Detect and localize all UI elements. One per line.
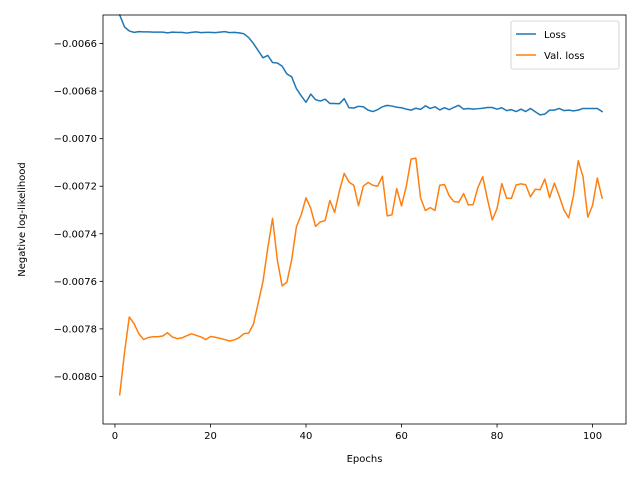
x-tick-label: 60 — [395, 431, 408, 442]
y-axis: −0.0080 −0.0078 −0.0076 −0.0074 −0.0072 −0.00… — [54, 39, 103, 383]
y-tick-label: −0.0070 — [54, 134, 97, 145]
series-line-loss — [118, 14, 604, 116]
x-tick-label: 80 — [491, 431, 504, 442]
y-tick-label: −0.0066 — [54, 39, 97, 50]
y-tick-label: −0.0068 — [54, 87, 97, 98]
y-tick-label: −0.0072 — [54, 182, 97, 193]
x-axis-title: Epochs — [347, 454, 383, 465]
plot-frame — [102, 14, 627, 425]
legend-box — [510, 20, 620, 70]
legend: Loss Val. loss — [510, 20, 620, 70]
plot-area — [103, 15, 626, 424]
y-tick-label: −0.0074 — [54, 229, 97, 240]
y-axis-title: Negative log-likelihood — [17, 162, 28, 277]
series-layer — [118, 14, 604, 396]
x-tick-label: 40 — [300, 431, 313, 442]
x-tick-label: 20 — [204, 431, 217, 442]
x-tick-label: 100 — [583, 431, 602, 442]
legend-label-val-loss: Val. loss — [544, 51, 585, 62]
series-line-val-loss — [118, 157, 604, 396]
x-tick-label: 0 — [112, 431, 118, 442]
y-tick-label: −0.0080 — [54, 372, 97, 383]
legend-label-loss: Loss — [544, 30, 566, 41]
y-tick-label: −0.0076 — [54, 277, 97, 288]
x-axis: 0 20 40 60 80 100 — [112, 424, 602, 442]
y-tick-label: −0.0078 — [54, 324, 97, 335]
